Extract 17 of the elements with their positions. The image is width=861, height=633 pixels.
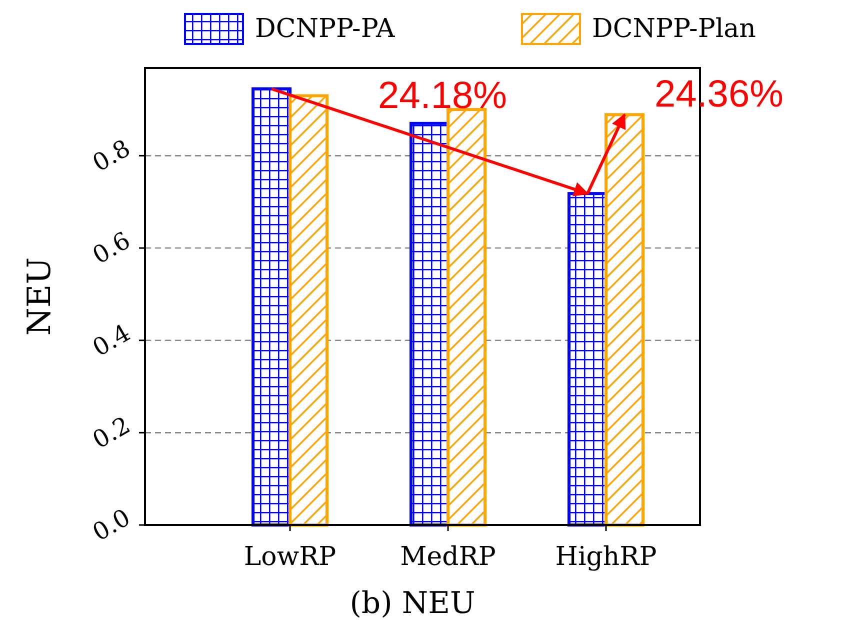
x-tick-label: LowRP: [244, 542, 336, 572]
y-axis-title: NEU: [20, 257, 58, 336]
bar: [604, 113, 644, 526]
x-axis-title: (b) NEU: [350, 586, 476, 621]
y-tick-label: 0.2: [88, 411, 135, 454]
y-tick-label: 0.8: [88, 134, 135, 178]
legend-label: DCNPP-PA: [255, 14, 396, 44]
y-tick-label: 0.6: [88, 226, 135, 270]
y-tick-label: 0.0: [88, 503, 135, 547]
bar: [446, 108, 487, 526]
x-tick-label: HighRP: [555, 542, 657, 572]
annotation: 24.18%: [378, 75, 507, 117]
bar: [288, 94, 329, 526]
legend-label: DCNPP-Plan: [592, 14, 756, 44]
bar: [252, 87, 292, 526]
x-tick-label: MedRP: [400, 542, 496, 572]
y-tick-label: 0.4: [88, 318, 135, 362]
